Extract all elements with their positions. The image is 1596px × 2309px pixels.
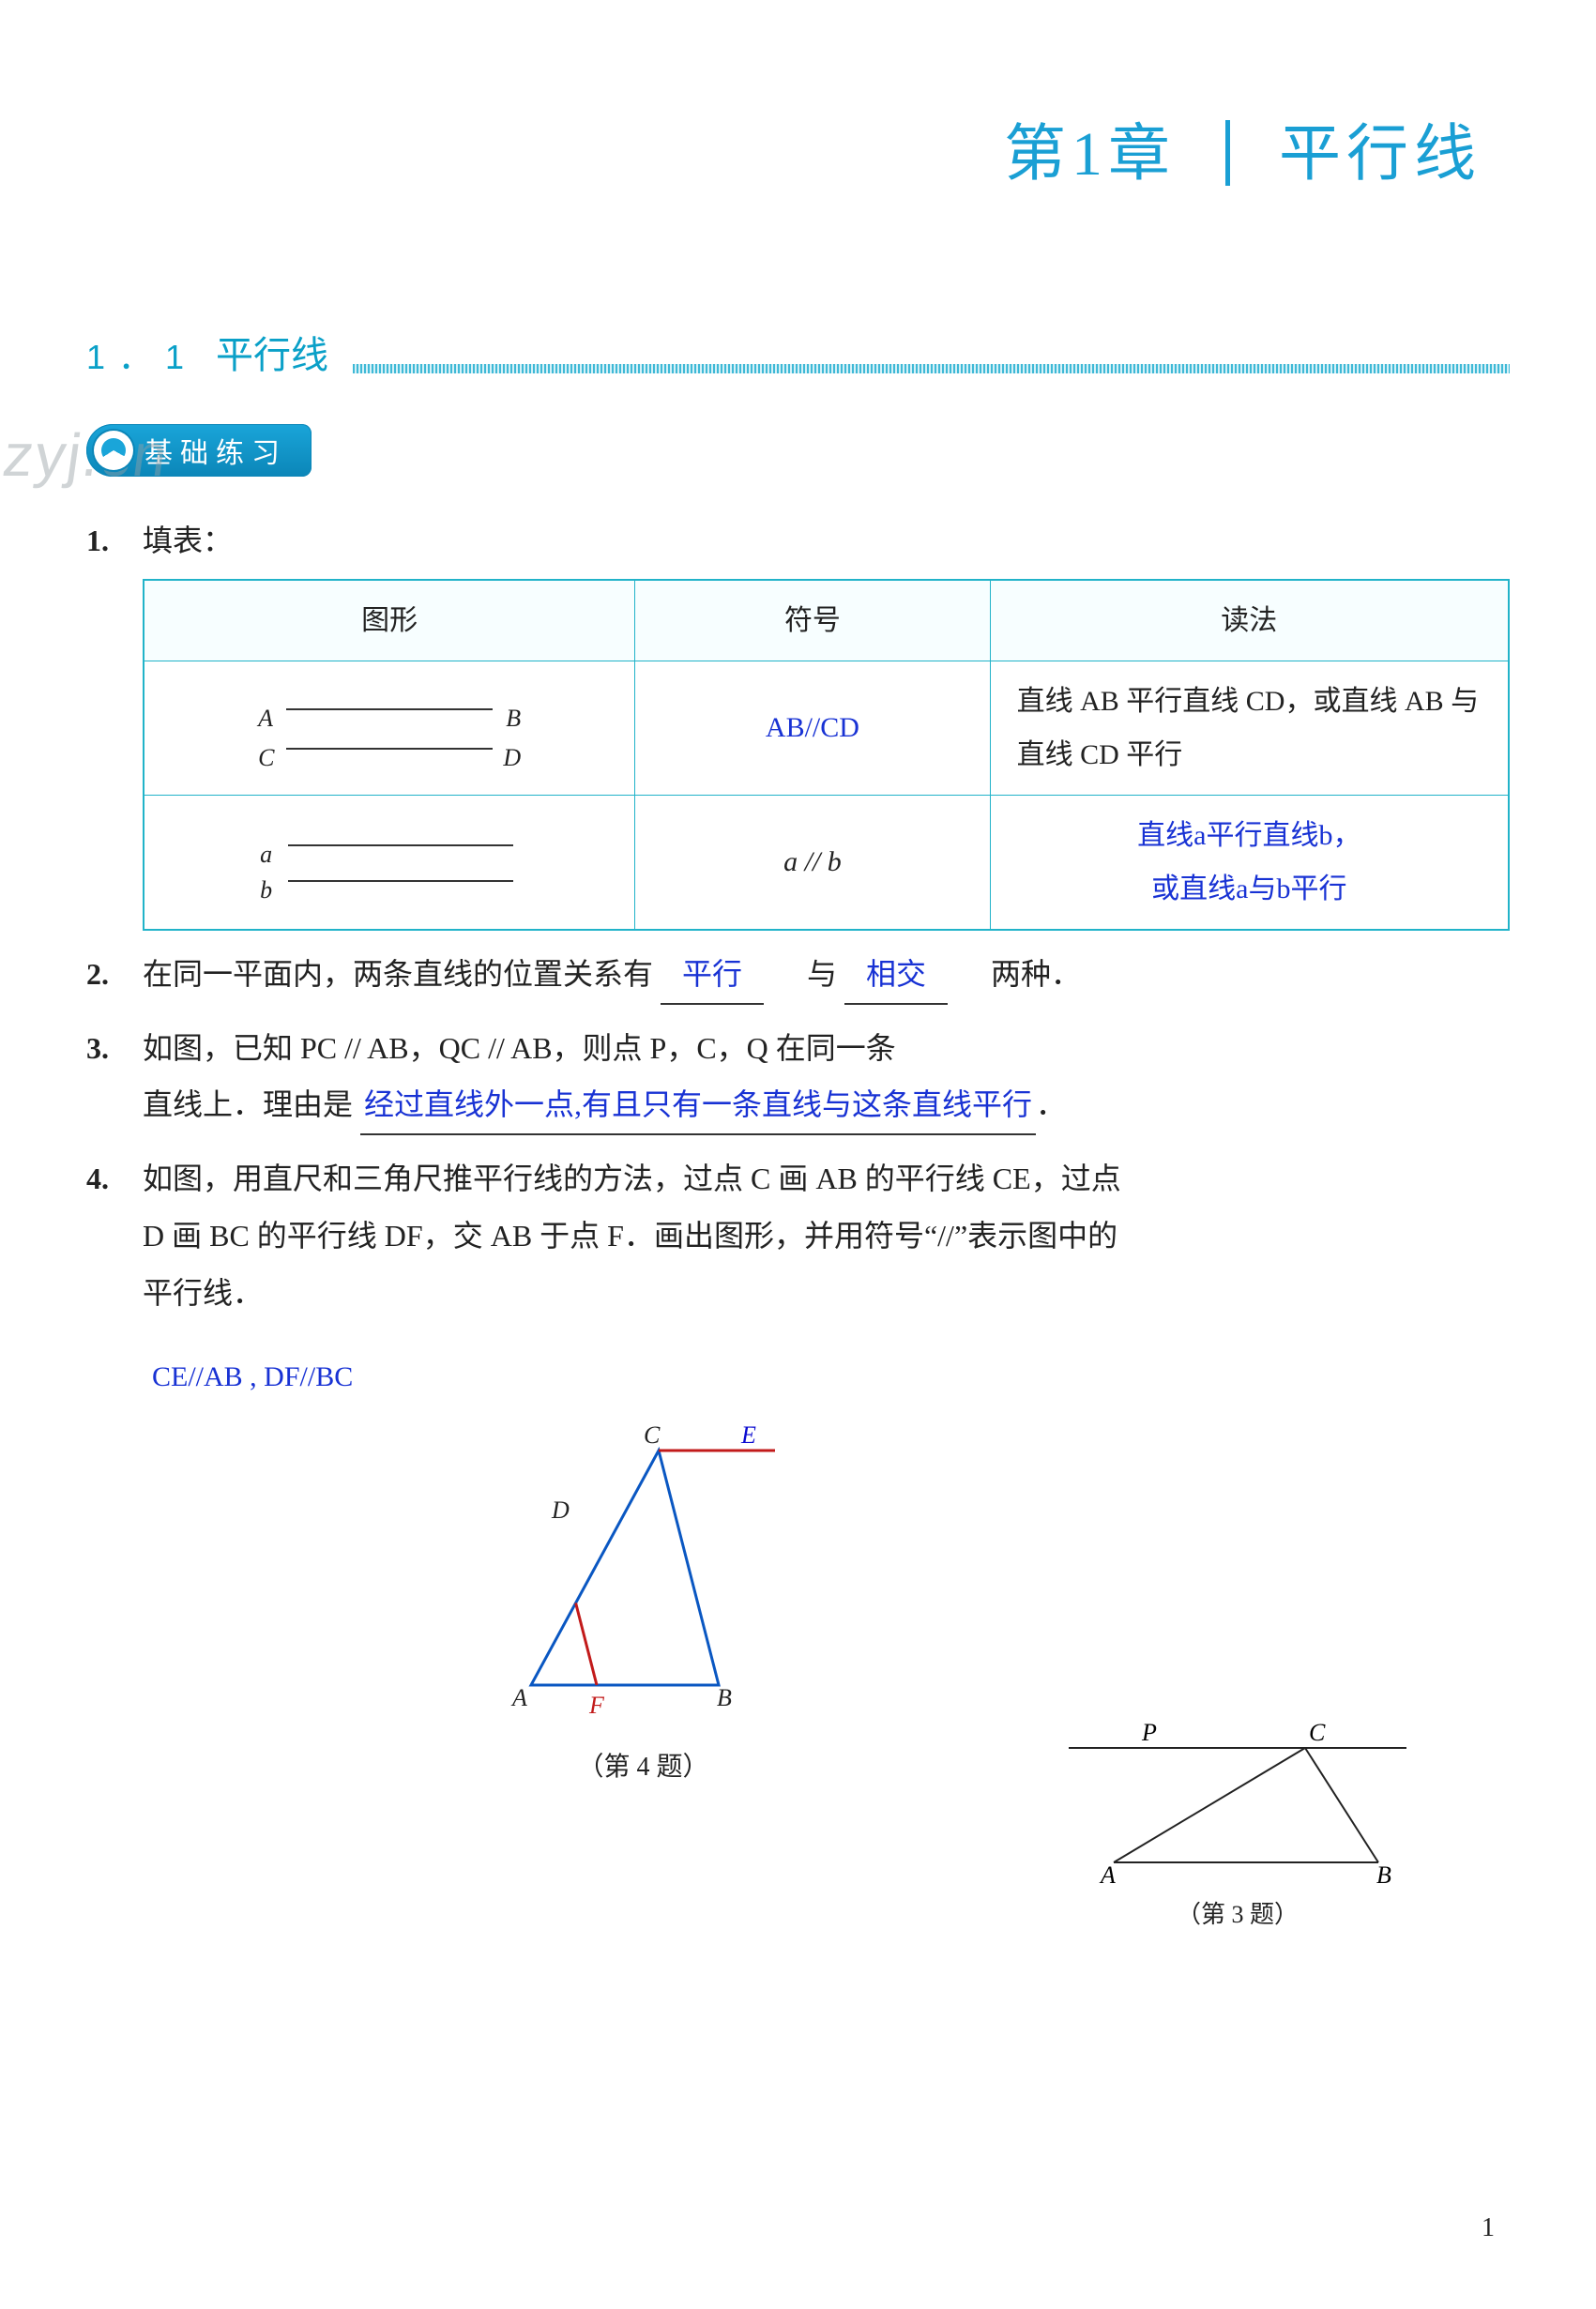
th-symbol: 符号 [635,580,990,661]
q3-line1: 如图，已知 PC // AB，QC // AB，则点 P，C，Q 在同一条 [143,1031,896,1065]
figure-q4: C E D A B F （第 4 题） [143,1413,1144,1793]
answer-symbol-ABCD: AB//CD [766,712,859,743]
question-1: 1. 填表： 图形 符号 读法 A B [86,512,1510,931]
question-body: 如图，已知 PC // AB，QC // AB，则点 P，C，Q 在同一条 直线… [143,1020,1510,1136]
section-rule [353,364,1510,373]
answer-reading-ab-l1: 直线a平行直线b， [1017,809,1482,862]
section-number: 1．1 [86,330,197,379]
q3-blank: 经过直线外一点,有且只有一条直线与这条直线平行 [360,1076,1036,1135]
figure-AB-CD: A B C D [249,686,530,770]
q3-line2-pre: 直线上．理由是 [143,1087,353,1121]
q4-text: 如图，用直尺和三角尺推平行线的方法，过点 C 画 AB 的平行线 CE，过点 D… [143,1162,1121,1310]
cell-figure-lower: a b [144,795,635,930]
badge-label: 基础练习 [144,430,287,471]
label-E: E [740,1421,756,1449]
label-C: C [644,1421,661,1449]
question-body: 在同一平面内，两条直线的位置关系有 平行 与 相交 两种． [143,946,1510,1005]
table-row: a b a // b 直线a平行直线b， 或直线a与b平行 [144,795,1509,930]
q1-lead: 填表： [143,524,233,557]
label-D: D [503,735,521,781]
question-number: 4. [86,1150,126,1792]
label-F: F [588,1692,605,1719]
cell-reading-upper: 直线 AB 平行直线 CD，或直线 AB 与直线 CD 平行 [990,661,1509,795]
q2-blank-2: 相交 [844,946,948,1005]
page: zyj.cn 第1章 平行线 1．1 平行线 基础练习 1. 填表： 图形 符号 [0,0,1596,2309]
question-body: 如图，用直尺和三角尺推平行线的方法，过点 C 画 AB 的平行线 CE，过点 D… [143,1150,1510,1792]
question-number: 2. [86,946,126,1005]
table-header-row: 图形 符号 读法 [144,580,1509,661]
figure-a-b: a b [249,820,530,904]
badge-icon [94,431,133,470]
label-A: A [1099,1861,1116,1886]
line-b [288,880,513,882]
th-figure: 图形 [144,580,635,661]
chapter-header: 第1章 平行线 [86,0,1510,193]
reading-ABCD: 直线 AB 平行直线 CD，或直线 AB 与直线 CD 平行 [1017,686,1480,770]
question-2: 2. 在同一平面内，两条直线的位置关系有 平行 与 相交 两种． [86,946,1510,1005]
q4-svg: C E D A B F [475,1413,813,1723]
answer-reading-ab-l2: 或直线a与b平行 [1017,862,1482,916]
question-3: 3. 如图，已知 PC // AB，QC // AB，则点 P，C，Q 在同一条… [86,1020,1510,1136]
q4-answer: CE//AB , DF//BC [152,1350,1144,1404]
label-A: A [510,1684,527,1711]
practice-badge: 基础练习 [86,424,312,477]
symbol-ab: a // b [783,846,842,877]
question-4: 4. 如图，用直尺和三角尺推平行线的方法，过点 C 画 AB 的平行线 CE，过… [86,1150,1510,1792]
questions: 1. 填表： 图形 符号 读法 A B [86,512,1510,1793]
label-C: C [258,735,274,781]
q2-post: 两种． [991,957,1081,991]
label-b: b [260,867,272,913]
chapter-number: 第1章 [1004,120,1176,189]
figure-q3-caption: （第 3 题） [1069,1891,1406,1937]
section-title: 平行线 [216,325,328,379]
th-reading: 读法 [990,580,1509,661]
triangle-ABC [531,1451,719,1685]
label-B: B [717,1684,732,1711]
line-DF [575,1603,596,1685]
label-D: D [551,1496,570,1524]
line-CD [286,748,493,750]
question-number: 1. [86,512,126,931]
section-heading: 1．1 平行线 [86,325,1510,379]
line-a [288,844,513,846]
q2-mid: 与 [807,957,837,991]
line-AB [286,708,493,710]
question-number: 3. [86,1020,126,1136]
figure-q4-caption: （第 4 题） [143,1742,1144,1792]
page-number: 1 [1482,2213,1495,2243]
cell-symbol-upper: AB//CD [635,661,990,795]
label-B: B [1376,1861,1391,1886]
q2-pre: 在同一平面内，两条直线的位置关系有 [143,957,653,991]
question-body: 填表： 图形 符号 读法 A B C [143,512,1510,931]
table-row: A B C D AB//CD 直线 AB 平行 [144,661,1509,795]
cell-symbol-lower: a // b [635,795,990,930]
chapter-title: 平行线 [1279,120,1482,189]
cell-reading-lower: 直线a平行直线b， 或直线a与b平行 [990,795,1509,930]
cell-figure-upper: A B C D [144,661,635,795]
chapter-divider [1225,120,1230,186]
badge-row: 基础练习 [86,424,1510,477]
q2-blank-1: 平行 [661,946,764,1005]
q1-table: 图形 符号 读法 A B C D [143,579,1510,931]
